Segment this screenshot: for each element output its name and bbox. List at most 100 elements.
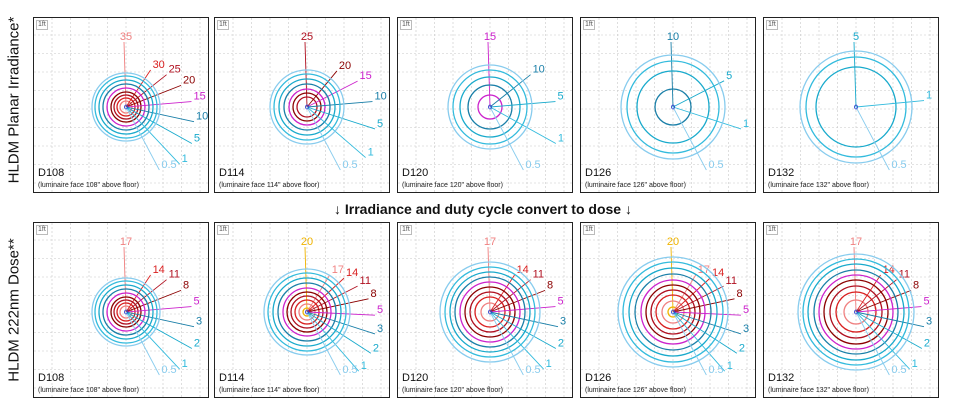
contour-label: 5	[377, 304, 383, 316]
contour-ring	[272, 277, 342, 347]
contour-label: 8	[183, 279, 189, 291]
contour-label: 20	[339, 60, 351, 72]
contour-label: 3	[196, 316, 202, 328]
contour-ring	[654, 88, 692, 126]
contour-label: 0.5	[708, 364, 723, 376]
contour-label: 20	[301, 236, 313, 248]
contour-ring	[628, 267, 718, 357]
leader-line	[855, 289, 912, 313]
contour-ring	[444, 266, 536, 358]
contour-ring	[106, 292, 146, 332]
contour-label: 10	[533, 64, 545, 76]
contour-plot: 10 5 1 0.5	[581, 18, 755, 192]
contour-panel-d132-irradiance: 5 1 0.5 1ft D132 (luminaire face 132" above f…	[763, 17, 939, 193]
leader-line	[855, 311, 910, 370]
leader-line	[306, 311, 376, 335]
leader-line	[125, 311, 195, 328]
contour-ring	[799, 50, 913, 164]
panel-note: (luminaire face 120" above floor)	[402, 387, 503, 394]
contour-label: 5	[377, 118, 383, 130]
contour-ring	[113, 299, 139, 325]
contour-label: 0.5	[161, 159, 176, 171]
contour-ring	[452, 69, 528, 145]
contour-label: 3	[560, 316, 566, 328]
luminaire-center-marker	[488, 309, 492, 315]
contour-label: 14	[712, 267, 724, 279]
contour-ring	[802, 258, 910, 366]
leader-line	[489, 279, 531, 313]
scale-tag: 1ft	[36, 20, 48, 30]
leader-line	[125, 106, 195, 123]
contour-label: 25	[169, 64, 181, 76]
contour-label: 1	[727, 360, 733, 372]
contour-plot: 510.5	[764, 18, 938, 192]
scale-tag: 1ft	[36, 225, 48, 235]
contour-label: 5	[923, 296, 929, 308]
panel-code: D132	[768, 167, 795, 179]
contour-ring	[469, 291, 511, 333]
contour-label: 1	[926, 90, 932, 102]
contour-label: 3	[743, 323, 749, 335]
leader-line	[670, 41, 674, 108]
panel-code: D114	[219, 372, 245, 384]
row-label-irradiance: HLDM Planar Irradiance*	[0, 5, 28, 195]
scale-tag: 1ft	[400, 225, 412, 235]
luminaire-center-marker	[671, 309, 675, 315]
leader-line	[489, 311, 524, 376]
contour-label: 17	[484, 236, 496, 248]
leader-line	[123, 246, 127, 313]
panel-code: D120	[402, 167, 429, 179]
contour-plot: 15 10 5 1 0.5	[398, 18, 572, 192]
contour-label: 8	[371, 288, 377, 300]
contour-ring	[640, 279, 706, 345]
contour-label: 1	[182, 358, 188, 370]
contour-label: 14	[517, 264, 529, 276]
contour-label: 0.5	[161, 364, 176, 376]
leader-line	[487, 41, 491, 108]
contour-label: 1	[361, 360, 367, 372]
contour-ring	[110, 91, 142, 123]
contour-ring	[626, 60, 720, 154]
contour-label: 5	[193, 296, 199, 308]
leader-line	[672, 311, 738, 354]
leader-line	[489, 311, 559, 328]
leader-line	[306, 298, 369, 313]
leader-line	[489, 106, 524, 171]
leader-line	[672, 311, 742, 316]
leader-line	[489, 306, 556, 313]
panel-code: D108	[38, 167, 65, 179]
contour-ring	[290, 295, 324, 329]
leader-line	[855, 106, 890, 171]
luminaire-center-marker	[124, 104, 128, 110]
leader-line	[125, 306, 192, 313]
leader-line	[125, 274, 151, 313]
contour-ring	[98, 284, 154, 340]
contour-label: 1	[182, 153, 188, 165]
contour-label: 0.5	[891, 159, 906, 171]
panel-code: D126	[585, 372, 612, 384]
scale-tag: 1ft	[766, 225, 778, 235]
contour-panel-d114-irradiance: 25 20 15 10 5 1 0.5 1ft D114 (luminaire face 114"…	[214, 17, 390, 193]
leader-line	[125, 279, 167, 313]
contour-ring	[91, 72, 161, 142]
contour-ring	[835, 291, 877, 333]
leader-line	[672, 311, 726, 372]
panel-code: D126	[585, 167, 612, 179]
leader-line	[672, 277, 711, 313]
contour-label: 0.5	[525, 364, 540, 376]
contour-label: 14	[346, 267, 358, 279]
contour-ring	[459, 281, 521, 343]
contour-ring	[91, 277, 161, 347]
leader-line	[672, 311, 707, 376]
leader-line	[306, 106, 341, 171]
panel-code: D114	[219, 167, 245, 179]
leader-line	[123, 41, 127, 108]
leader-line	[125, 289, 182, 313]
leader-line	[306, 311, 341, 376]
contour-ring	[106, 87, 146, 127]
contour-label: 8	[547, 279, 553, 291]
contour-ring	[102, 288, 150, 336]
contour-label: 5	[194, 132, 200, 144]
